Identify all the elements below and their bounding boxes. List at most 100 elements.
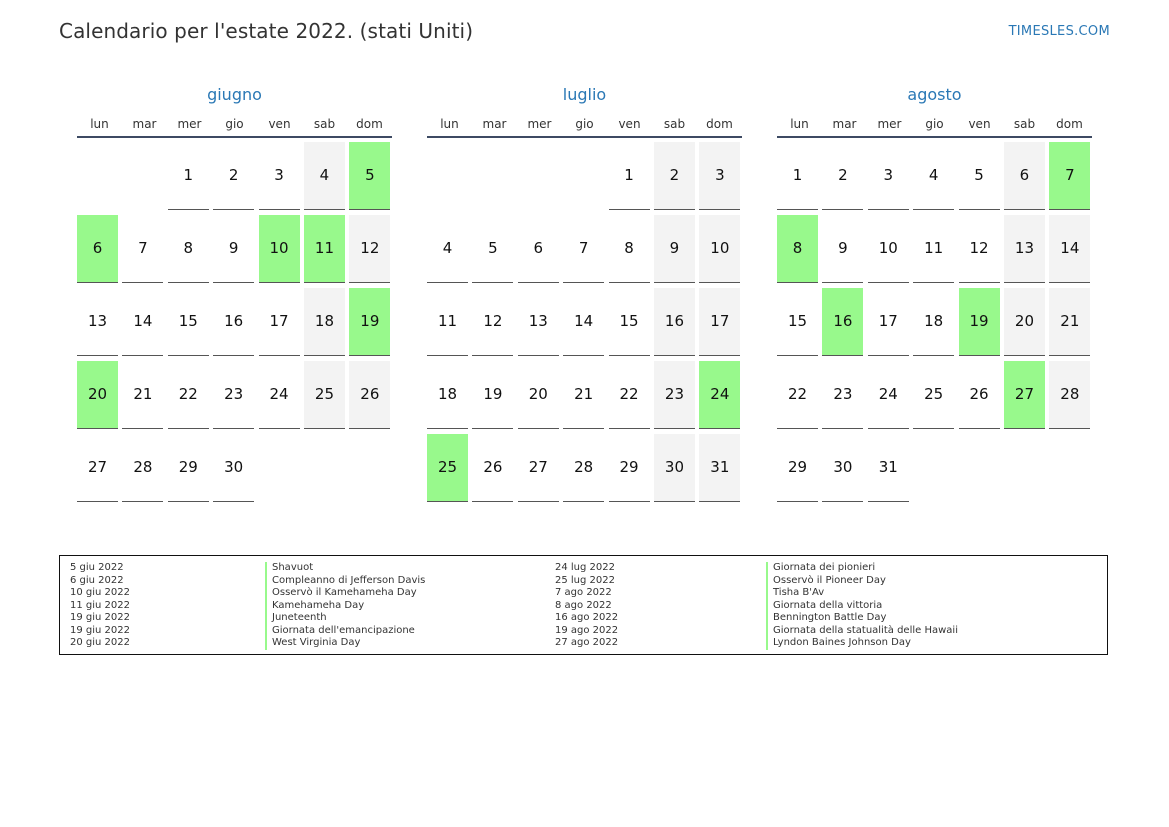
weekday-header: lun mar mer gio ven sab dom xyxy=(77,116,392,138)
day-cell[interactable]: 28 xyxy=(563,434,605,502)
day-cell[interactable]: 12 xyxy=(349,215,391,283)
day-cell[interactable]: 31 xyxy=(867,434,909,502)
day-cell[interactable]: 26 xyxy=(472,434,514,502)
holiday-day-cell[interactable]: 19 xyxy=(958,288,1000,356)
empty-cell xyxy=(427,142,468,209)
day-cell[interactable]: 6 xyxy=(1003,142,1045,210)
day-cell[interactable]: 26 xyxy=(958,361,1000,429)
day-cell[interactable]: 8 xyxy=(608,215,650,283)
day-cell[interactable]: 31 xyxy=(699,434,741,502)
holiday-day-cell[interactable]: 11 xyxy=(303,215,345,283)
day-cell[interactable]: 13 xyxy=(77,288,118,356)
day-cell[interactable]: 3 xyxy=(867,142,909,210)
day-cell[interactable]: 27 xyxy=(517,434,559,502)
day-cell[interactable]: 20 xyxy=(1003,288,1045,356)
day-grid: 1 2 3 4 5 6 7 8 9 10 11 12 13 14 15 16 17 18 19 20 21 22 23 24 2… xyxy=(77,142,392,502)
day-cell[interactable]: 23 xyxy=(822,361,864,429)
day-cell[interactable]: 21 xyxy=(563,361,605,429)
day-cell[interactable]: 22 xyxy=(167,361,209,429)
empty-cell xyxy=(518,142,559,209)
day-cell[interactable]: 12 xyxy=(958,215,1000,283)
holiday-day-cell[interactable]: 8 xyxy=(777,215,818,283)
day-cell[interactable]: 2 xyxy=(653,142,695,210)
day-cell[interactable]: 30 xyxy=(822,434,864,502)
day-cell[interactable]: 11 xyxy=(913,215,955,283)
day-cell[interactable]: 21 xyxy=(1049,288,1091,356)
day-cell[interactable]: 24 xyxy=(867,361,909,429)
day-cell[interactable]: 1 xyxy=(608,142,650,210)
day-cell[interactable]: 17 xyxy=(258,288,300,356)
day-cell[interactable]: 29 xyxy=(167,434,209,502)
day-cell[interactable]: 28 xyxy=(1049,361,1091,429)
day-cell[interactable]: 22 xyxy=(777,361,818,429)
day-cell[interactable]: 4 xyxy=(303,142,345,210)
day-cell[interactable]: 4 xyxy=(913,142,955,210)
day-cell[interactable]: 9 xyxy=(213,215,255,283)
day-cell[interactable]: 9 xyxy=(653,215,695,283)
day-cell[interactable]: 10 xyxy=(699,215,741,283)
day-cell[interactable]: 18 xyxy=(303,288,345,356)
holiday-day-cell[interactable]: 10 xyxy=(258,215,300,283)
holiday-date: 24 lug 2022 xyxy=(555,562,615,573)
holiday-day-cell[interactable]: 6 xyxy=(77,215,118,283)
day-cell[interactable]: 27 xyxy=(77,434,118,502)
day-cell[interactable]: 29 xyxy=(777,434,818,502)
day-cell[interactable]: 30 xyxy=(653,434,695,502)
day-cell[interactable]: 8 xyxy=(167,215,209,283)
day-cell[interactable]: 4 xyxy=(427,215,468,283)
day-cell[interactable]: 21 xyxy=(122,361,164,429)
site-link[interactable]: TIMESLES.COM xyxy=(1008,24,1110,39)
day-cell[interactable]: 5 xyxy=(958,142,1000,210)
day-cell[interactable]: 2 xyxy=(822,142,864,210)
day-cell[interactable]: 23 xyxy=(213,361,255,429)
day-cell[interactable]: 20 xyxy=(517,361,559,429)
day-cell[interactable]: 16 xyxy=(213,288,255,356)
holiday-day-cell[interactable]: 19 xyxy=(349,288,391,356)
day-cell[interactable]: 17 xyxy=(699,288,741,356)
holiday-day-cell[interactable]: 16 xyxy=(822,288,864,356)
day-cell[interactable]: 2 xyxy=(213,142,255,210)
day-cell[interactable]: 18 xyxy=(913,288,955,356)
holiday-day-cell[interactable]: 25 xyxy=(427,434,468,502)
day-cell[interactable]: 1 xyxy=(777,142,818,210)
day-cell[interactable]: 26 xyxy=(349,361,391,429)
holiday-name: Tisha B'Av xyxy=(766,587,958,600)
holiday-day-cell[interactable]: 5 xyxy=(349,142,391,210)
day-cell[interactable]: 12 xyxy=(472,288,514,356)
day-cell[interactable]: 14 xyxy=(563,288,605,356)
day-cell[interactable]: 7 xyxy=(563,215,605,283)
day-cell[interactable]: 17 xyxy=(867,288,909,356)
holiday-day-cell[interactable]: 20 xyxy=(77,361,118,429)
day-cell[interactable]: 3 xyxy=(258,142,300,210)
day-cell[interactable]: 15 xyxy=(167,288,209,356)
day-cell[interactable]: 16 xyxy=(653,288,695,356)
day-cell[interactable]: 15 xyxy=(608,288,650,356)
day-cell[interactable]: 29 xyxy=(608,434,650,502)
day-cell[interactable]: 11 xyxy=(427,288,468,356)
weekday-label: mer xyxy=(877,117,902,131)
day-cell[interactable]: 9 xyxy=(822,215,864,283)
day-cell[interactable]: 15 xyxy=(777,288,818,356)
day-cell[interactable]: 7 xyxy=(122,215,164,283)
day-cell[interactable]: 23 xyxy=(653,361,695,429)
day-cell[interactable]: 18 xyxy=(427,361,468,429)
day-cell[interactable]: 13 xyxy=(1003,215,1045,283)
day-cell[interactable]: 13 xyxy=(517,288,559,356)
day-cell[interactable]: 6 xyxy=(517,215,559,283)
day-cell[interactable]: 30 xyxy=(213,434,255,502)
day-cell[interactable]: 14 xyxy=(1049,215,1091,283)
day-cell[interactable]: 28 xyxy=(122,434,164,502)
day-cell[interactable]: 3 xyxy=(699,142,741,210)
day-cell[interactable]: 5 xyxy=(472,215,514,283)
holiday-day-cell[interactable]: 24 xyxy=(699,361,741,429)
holiday-day-cell[interactable]: 27 xyxy=(1003,361,1045,429)
day-cell[interactable]: 22 xyxy=(608,361,650,429)
day-cell[interactable]: 19 xyxy=(472,361,514,429)
holiday-day-cell[interactable]: 7 xyxy=(1049,142,1091,210)
day-cell[interactable]: 14 xyxy=(122,288,164,356)
day-cell[interactable]: 10 xyxy=(867,215,909,283)
day-cell[interactable]: 1 xyxy=(167,142,209,210)
day-cell[interactable]: 25 xyxy=(913,361,955,429)
day-cell[interactable]: 25 xyxy=(303,361,345,429)
day-cell[interactable]: 24 xyxy=(258,361,300,429)
